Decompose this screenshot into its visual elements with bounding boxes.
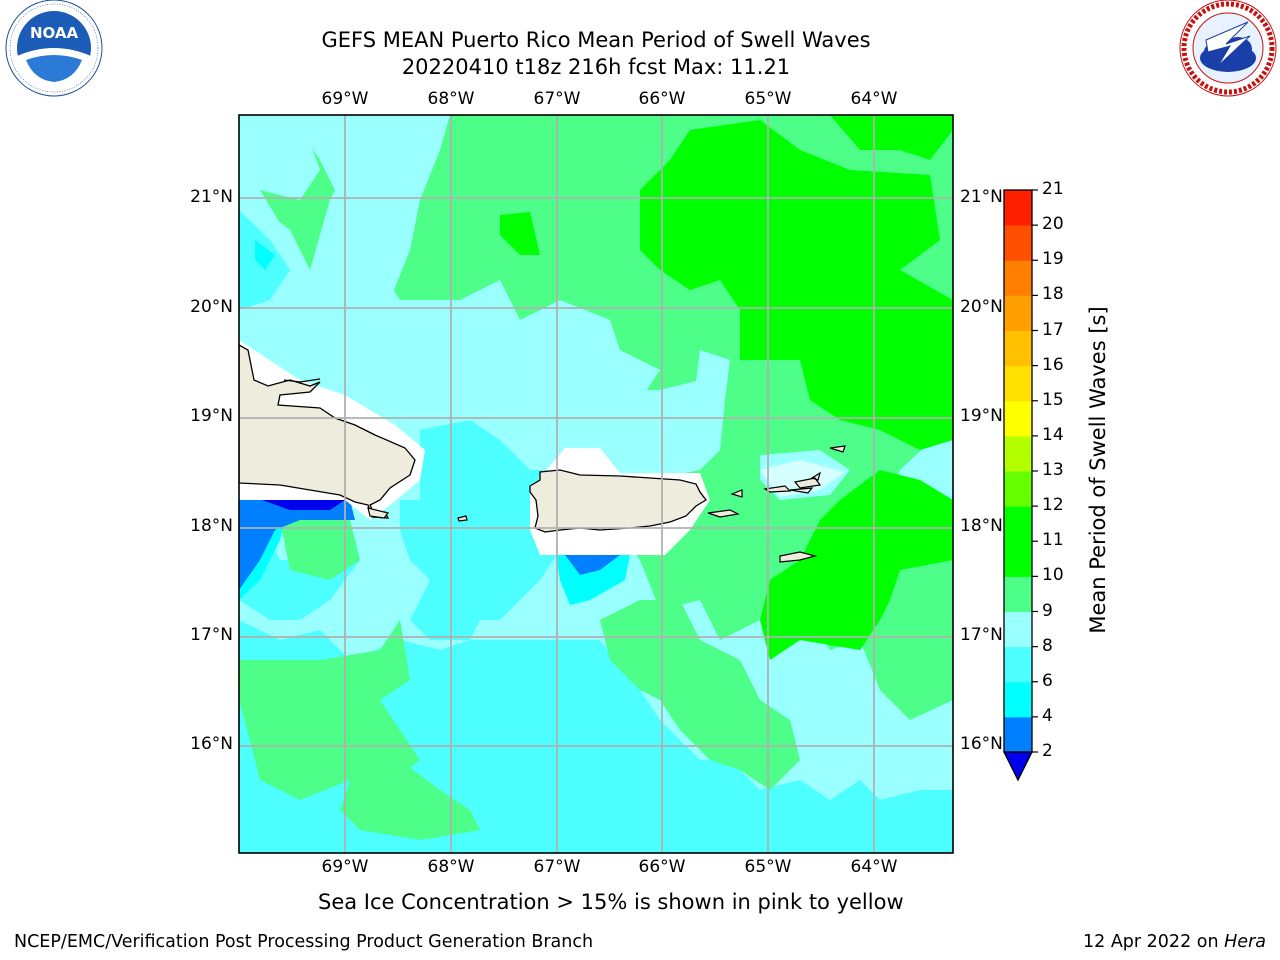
colorbar-tick-label: 10 <box>1042 565 1064 586</box>
contour-4-6-west2 <box>255 240 275 270</box>
colorbar-bin <box>1004 400 1032 437</box>
swell-period-field <box>239 115 953 853</box>
colorbar-bin <box>1004 646 1032 683</box>
lat-label-right: 21°N <box>960 187 1003 207</box>
contour-9-10-south1 <box>239 620 420 800</box>
contour-10-11-southeast <box>760 470 953 660</box>
colorbar-tick-label: 4 <box>1042 705 1053 726</box>
lon-label-bottom: 66°W <box>638 857 686 877</box>
contour-8-9-tongue <box>239 115 660 410</box>
colorbar-tick-label: 16 <box>1042 354 1064 375</box>
lon-label-top: 66°W <box>638 89 686 109</box>
colorbar-bin <box>1004 295 1032 331</box>
colorbar-bin <box>1004 435 1032 472</box>
contour-2-4-southwest <box>239 500 355 590</box>
lat-label-right: 16°N <box>960 734 1003 754</box>
colorbar-tick-label: 17 <box>1042 319 1064 340</box>
land-samana <box>283 378 321 383</box>
lat-label-right: 19°N <box>960 406 1003 426</box>
footer-credit: NCEP/EMC/Verification Post Processing Pr… <box>14 932 594 952</box>
lat-label-left: 19°N <box>190 406 233 426</box>
contour-8-9-north-strip <box>280 115 450 300</box>
contour-10-11-small <box>500 212 540 255</box>
land-beata <box>367 507 390 519</box>
colorbar-tick-label: 14 <box>1042 424 1064 445</box>
footer-host: Hera <box>1224 932 1266 952</box>
lon-label-bottom: 64°W <box>850 857 898 877</box>
lat-label-left: 18°N <box>190 516 233 536</box>
lat-label-left: 21°N <box>190 187 233 207</box>
lon-label-bottom: 68°W <box>427 857 475 877</box>
lat-label-right: 17°N <box>960 625 1003 645</box>
contour-9-10-south2 <box>340 760 480 840</box>
colorbar-tick-label: 2 <box>1042 741 1053 761</box>
lon-label-bottom: 65°W <box>744 857 792 877</box>
chart-title: GEFS MEAN Puerto Rico Mean Period of Swe… <box>321 28 871 52</box>
colorbar-tick-label: 20 <box>1042 214 1064 235</box>
lat-label-right: 18°N <box>960 516 1003 536</box>
contour-6-8-central <box>410 420 560 640</box>
contour-8-9-east <box>690 350 730 470</box>
colorbar-tick-label: 15 <box>1042 389 1064 410</box>
lon-label-top: 69°W <box>321 89 369 109</box>
footer-date-text: 12 Apr 2022 on <box>1083 932 1225 952</box>
map-frame <box>238 114 954 854</box>
colorbar-tick-label: 18 <box>1042 284 1064 305</box>
colorbar-tick-label: 21 <box>1042 179 1064 199</box>
colorbar-tick-label: 13 <box>1042 460 1064 480</box>
colorbar-bin <box>1004 225 1032 261</box>
contour-9-10-south3 <box>600 600 800 790</box>
colorbar-bin <box>1004 506 1032 542</box>
colorbar-tick-label: 12 <box>1042 495 1064 516</box>
contour-6-8-channel <box>400 500 450 580</box>
colorbar-extend-arrow <box>1002 751 1034 782</box>
land-hispaniola <box>239 344 416 519</box>
land-culebra <box>730 489 743 498</box>
lon-label-top: 64°W <box>850 89 898 109</box>
colorbar-tick-label: 19 <box>1042 249 1064 270</box>
nws-logo <box>1179 0 1277 97</box>
colorbar-bin <box>1004 681 1032 718</box>
lon-label-bottom: 69°W <box>321 857 369 877</box>
lat-label-left: 16°N <box>190 734 233 754</box>
contour-2-4-pr-south <box>565 555 620 575</box>
lon-label-top: 67°W <box>533 89 581 109</box>
noaa-logo: NOAA <box>5 0 103 97</box>
colorbar-tick-label: 11 <box>1042 530 1064 551</box>
colorbar-tick-label: 8 <box>1042 635 1053 656</box>
noaa-logo-text: NOAA <box>30 24 79 42</box>
lat-label-left: 20°N <box>190 297 233 317</box>
lon-label-top: 65°W <box>744 89 792 109</box>
lon-label-bottom: 67°W <box>533 857 581 877</box>
colorbar-bin <box>1004 471 1032 507</box>
colorbar-bin <box>1004 365 1032 402</box>
colorbar-bin <box>1004 541 1032 577</box>
colorbar-bin <box>1004 716 1032 753</box>
contour-below-2 <box>262 500 345 510</box>
land-mona <box>457 515 468 522</box>
colorbar-bin <box>1004 190 1032 226</box>
colorbar-bin <box>1004 330 1032 367</box>
colorbar-label: Mean Period of Swell Waves [s] <box>1086 306 1110 634</box>
gridlines <box>239 115 953 853</box>
colorbar-tick-label: 9 <box>1042 600 1053 621</box>
footer-date: 12 Apr 2022 on Hera <box>1083 932 1266 952</box>
colorbar <box>1002 189 1038 782</box>
colorbar-bin <box>1004 611 1032 648</box>
colorbar-bin <box>1004 576 1032 612</box>
land-anegada <box>829 445 846 453</box>
colorbar-tick-label: 6 <box>1042 670 1053 691</box>
land-st-croix <box>779 551 818 563</box>
contour-10-11-east <box>730 115 953 160</box>
chart-subtitle: 20220410 t18z 216h fcst Max: 11.21 <box>401 55 791 79</box>
sea-ice-note: Sea Ice Concentration > 15% is shown in … <box>318 890 904 914</box>
lon-label-top: 68°W <box>427 89 475 109</box>
land-tortola <box>789 471 822 494</box>
lat-label-right: 20°N <box>960 297 1003 317</box>
lat-label-left: 17°N <box>190 625 233 645</box>
colorbar-bin <box>1004 260 1032 296</box>
land-vieques <box>707 509 740 518</box>
